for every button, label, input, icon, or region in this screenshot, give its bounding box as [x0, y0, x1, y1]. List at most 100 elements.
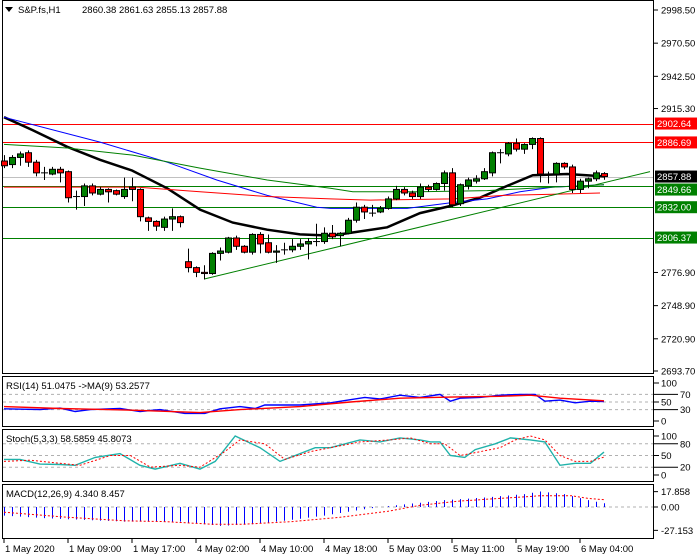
candle — [9, 155, 16, 169]
candle-body — [345, 219, 352, 234]
rsi-tick-label: 0 — [661, 417, 666, 428]
candle-body — [1, 160, 8, 167]
candle — [553, 162, 560, 183]
candle-body — [233, 237, 240, 247]
candle — [49, 166, 56, 176]
candle — [241, 245, 248, 254]
candle — [569, 164, 576, 193]
candle — [201, 265, 208, 280]
candle-body — [465, 179, 472, 187]
candle — [369, 204, 376, 217]
candle-body — [137, 188, 144, 218]
candle-body — [121, 188, 128, 198]
candle — [121, 177, 128, 199]
candle — [81, 183, 88, 207]
stoch-main-line — [4, 435, 605, 470]
candle-body — [537, 138, 544, 175]
candle-body — [145, 217, 152, 222]
candle — [97, 187, 104, 196]
stoch-tick-label: 100 — [661, 432, 677, 443]
candle-body — [129, 186, 136, 190]
candle — [17, 151, 24, 166]
candle — [65, 170, 72, 203]
candle-body — [417, 186, 424, 198]
rsi-tick-label: 50 — [661, 398, 672, 409]
candle-body — [321, 232, 328, 243]
candle — [361, 204, 368, 220]
candle — [273, 245, 280, 263]
symbol-label: S&P.fs,H1 — [18, 5, 61, 16]
candle — [233, 235, 240, 250]
candle — [305, 237, 312, 260]
candle — [353, 202, 360, 223]
candle-body — [177, 216, 184, 224]
candle — [529, 137, 536, 150]
stoch-panel[interactable] — [2, 429, 654, 482]
candle-body — [441, 172, 448, 185]
candle-body — [433, 183, 440, 190]
candle — [401, 187, 408, 196]
candle — [481, 168, 488, 180]
candle — [57, 166, 64, 183]
candle — [425, 184, 432, 192]
candle — [169, 208, 176, 231]
macd-panel[interactable] — [2, 484, 654, 539]
candle-body — [105, 188, 112, 193]
collapse-triangle-icon[interactable] — [5, 7, 13, 12]
candle — [577, 178, 584, 193]
candle — [41, 166, 48, 180]
candle — [73, 190, 80, 210]
candle — [393, 185, 400, 201]
candle — [321, 227, 328, 244]
candle — [89, 183, 96, 196]
candle — [433, 182, 440, 191]
candle — [105, 188, 112, 203]
candle — [129, 177, 136, 202]
price-level-tag — [655, 183, 697, 196]
time-tick-label: 4 May 18:00 — [325, 544, 377, 555]
rsi-panel[interactable] — [2, 376, 654, 427]
price-level-tag — [655, 136, 697, 149]
price-level-label: 2806.37 — [657, 233, 691, 244]
candle — [457, 183, 464, 207]
main-price-panel[interactable] — [2, 0, 654, 374]
candle — [209, 252, 216, 275]
candle-body — [97, 188, 104, 195]
candle — [225, 236, 232, 254]
candle — [561, 162, 568, 170]
candle — [313, 223, 320, 247]
candle-body — [201, 271, 208, 275]
rsi-tick-label: 100 — [661, 379, 677, 390]
price-level-tag — [655, 201, 697, 214]
candle — [329, 224, 336, 240]
candle-body — [585, 178, 592, 182]
ma-green-line — [3, 143, 605, 193]
candle — [409, 190, 416, 199]
rsi-tick-label: 70 — [680, 390, 691, 401]
candle-body — [489, 152, 496, 174]
stoch-tick-label: 50 — [661, 451, 672, 462]
time-tick-label: 4 May 10:00 — [261, 544, 313, 555]
price-level-label: 2849.66 — [657, 185, 691, 196]
candle — [497, 149, 504, 164]
candle — [193, 266, 200, 278]
candle-body — [273, 250, 280, 253]
candle-body — [161, 218, 168, 228]
candle-body — [249, 233, 256, 253]
candle-body — [529, 138, 536, 145]
candle — [25, 150, 32, 167]
price-tick-label: 2720.90 — [661, 334, 695, 345]
price-tick-label: 2915.30 — [661, 104, 695, 115]
time-tick-label: 6 May 04:00 — [581, 544, 633, 555]
candle-body — [209, 252, 216, 275]
candle-body — [449, 172, 456, 206]
candle-body — [561, 162, 568, 168]
candle-body — [49, 168, 56, 175]
candle-body — [329, 232, 336, 238]
candle — [385, 196, 392, 210]
axes-layer: 2998.50 2970.50 2942.50 2915.30 2776.90 2748.… — [3, 6, 697, 555]
stoch-label: Stoch(5,3,3) 58.5859 45.8073 — [6, 434, 132, 445]
candle-body — [385, 198, 392, 209]
candle — [113, 189, 120, 196]
